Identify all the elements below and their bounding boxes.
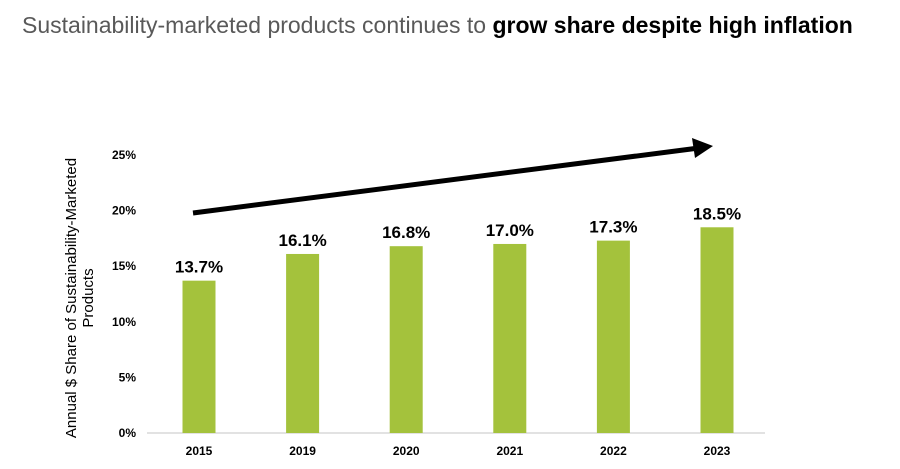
x-tick-label: 2023 <box>704 444 731 458</box>
bar-2023 <box>700 227 734 433</box>
data-label: 18.5% <box>693 204 741 223</box>
x-tick-label: 2021 <box>496 444 523 458</box>
data-label: 17.0% <box>486 221 534 240</box>
x-tick-label: 2022 <box>600 444 627 458</box>
bar-2020 <box>389 246 423 433</box>
chart-title: Sustainability-marketed products continu… <box>22 12 853 39</box>
y-axis-label-line: Products <box>80 268 97 327</box>
bar-2019 <box>286 253 320 433</box>
y-tick-label: 20% <box>112 204 136 218</box>
y-tick-label: 25% <box>112 148 136 162</box>
y-axis-label: Annual $ Share of Sustainability-Markete… <box>63 158 97 438</box>
x-tick-label: 2019 <box>289 444 316 458</box>
bar-2022 <box>596 240 630 433</box>
trend-arrow-head-icon <box>692 138 713 158</box>
y-tick-label: 10% <box>112 315 136 329</box>
data-label: 13.7% <box>175 258 223 277</box>
data-label: 16.1% <box>278 231 326 250</box>
data-label: 16.8% <box>382 223 430 242</box>
title-bold: grow share despite high inflation <box>492 12 853 38</box>
title-regular: Sustainability-marketed products continu… <box>22 12 493 38</box>
x-tick-label: 2015 <box>186 444 213 458</box>
y-tick-label: 5% <box>119 370 137 384</box>
data-label: 17.3% <box>589 218 637 237</box>
bar-2021 <box>493 243 527 433</box>
trend-arrow-shaft <box>192 146 696 216</box>
y-axis-label-line: Annual $ Share of Sustainability-Markete… <box>63 158 80 438</box>
y-tick-label: 0% <box>119 426 137 440</box>
x-tick-label: 2020 <box>393 444 420 458</box>
bar-2015 <box>182 280 216 433</box>
y-tick-label: 15% <box>112 259 136 273</box>
